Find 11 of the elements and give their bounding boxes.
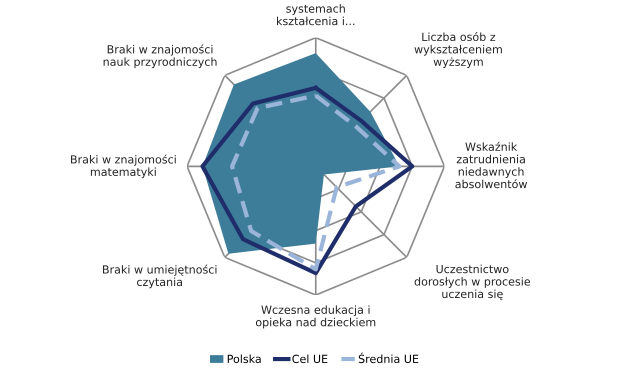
legend-label: Średnia UE [358, 352, 418, 364]
spoke-label: Braki w znajomości nauk przyrodniczych [104, 44, 217, 68]
spoke-label: Wczesna edukacja i opieka nad dzieckiem [256, 305, 376, 329]
legend-label: Polska [228, 354, 261, 364]
spoke-label: systemach kształcenia i... [277, 4, 354, 26]
spoke-label: Braki w znajomości matematyki [71, 154, 176, 178]
spoke-label: Liczba osób z wykształceniem wyższym [414, 32, 502, 68]
spoke-label: Braki w umiejętności czytania [103, 264, 216, 288]
legend-label: Cel UE [292, 354, 328, 364]
spoke-label: Wskaźnik zatrudnienia niedawnych absolwentów [455, 142, 528, 188]
spoke-label: Uczestnictwo dorosłych w procesie uczenia się [414, 264, 530, 300]
